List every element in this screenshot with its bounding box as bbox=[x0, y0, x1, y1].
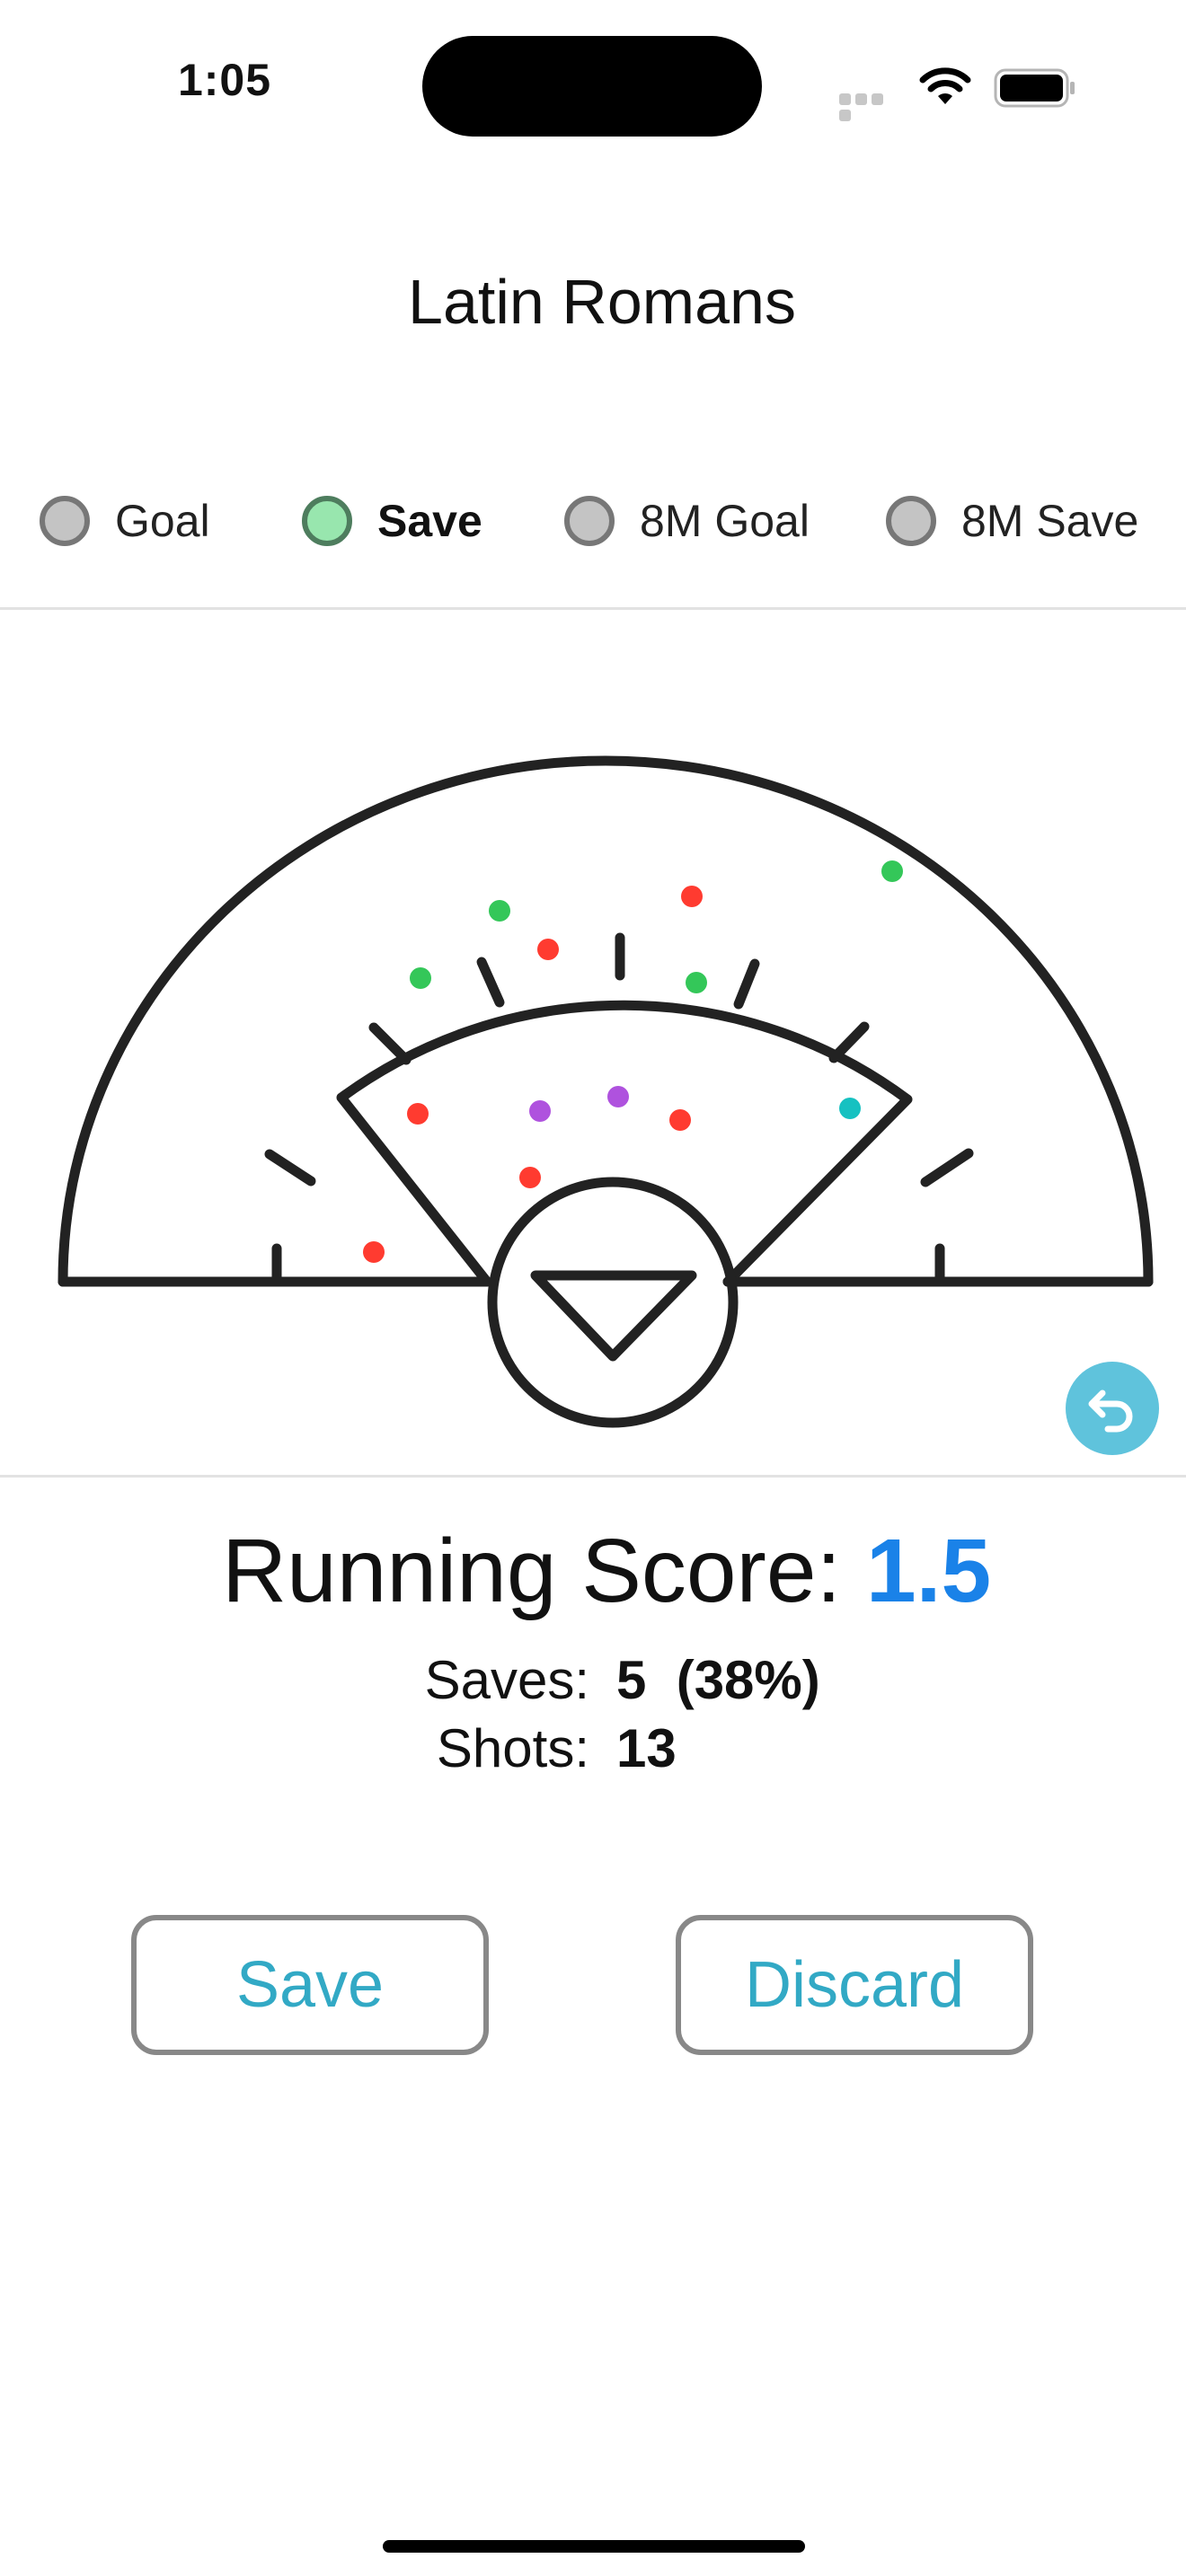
running-score-label: Running Score: bbox=[221, 1521, 842, 1621]
shot-field-diagram[interactable] bbox=[0, 611, 1186, 1473]
shot-marker-goal bbox=[669, 1109, 691, 1131]
shot-markers bbox=[363, 860, 903, 1263]
shot-marker-goal bbox=[407, 1103, 429, 1125]
saves-value: 5 (38%) bbox=[616, 1650, 820, 1710]
save-button[interactable]: Save bbox=[131, 1915, 489, 2055]
radio-circle-icon bbox=[40, 496, 90, 546]
radio-8m-goal[interactable]: 8M Goal bbox=[564, 485, 810, 557]
divider bbox=[0, 1475, 1186, 1478]
fan-hash bbox=[264, 1149, 316, 1187]
radio-label: Goal bbox=[115, 496, 210, 546]
radio-circle-icon bbox=[886, 496, 936, 546]
discard-button[interactable]: Discard bbox=[676, 1915, 1033, 2055]
shot-marker-goal bbox=[519, 1167, 541, 1188]
shot-marker-goal bbox=[363, 1241, 385, 1263]
shot-marker-goal bbox=[681, 886, 703, 907]
shot-marker-save bbox=[881, 860, 903, 882]
divider bbox=[0, 607, 1186, 610]
battery-icon bbox=[994, 68, 1075, 108]
shot-marker-save bbox=[686, 972, 707, 993]
radio-8m-save[interactable]: 8M Save bbox=[886, 485, 1138, 557]
wifi-icon bbox=[919, 67, 971, 104]
shot-type-selector: Goal Save 8M Goal 8M Save bbox=[0, 485, 1186, 557]
radio-label: 8M Save bbox=[961, 496, 1139, 546]
radio-label: Save bbox=[377, 496, 482, 546]
shot-marker-8m-save bbox=[839, 1098, 861, 1119]
shot-marker-save bbox=[410, 967, 431, 989]
shot-marker-8m-goal bbox=[607, 1086, 629, 1107]
status-time: 1:05 bbox=[177, 55, 272, 105]
shots-value: 13 bbox=[616, 1718, 677, 1778]
running-score: Running Score: 1.5 bbox=[0, 1520, 1186, 1623]
radio-circle-icon bbox=[564, 496, 615, 546]
fan-hash bbox=[920, 1148, 974, 1187]
goal-triangle bbox=[530, 1270, 697, 1362]
radio-goal[interactable]: Goal bbox=[40, 485, 210, 557]
undo-arrow-icon bbox=[1088, 1389, 1133, 1433]
shots-label: Shots: bbox=[436, 1718, 589, 1778]
radio-save[interactable]: Save bbox=[302, 485, 482, 557]
arc-hash bbox=[368, 1022, 412, 1065]
inner-arc bbox=[336, 1000, 913, 1287]
radio-circle-selected-icon bbox=[302, 496, 352, 546]
team-title: Latin Romans bbox=[408, 267, 796, 337]
arc-hash bbox=[828, 1021, 870, 1063]
radio-label: 8M Goal bbox=[640, 496, 810, 546]
running-score-value: 1.5 bbox=[866, 1521, 992, 1621]
cellular-signal-icon bbox=[839, 93, 902, 121]
fan-arc bbox=[58, 755, 1154, 1287]
home-indicator bbox=[383, 2540, 805, 2553]
arc-hash bbox=[733, 958, 760, 1010]
shot-marker-8m-goal bbox=[529, 1100, 551, 1122]
arc-hash bbox=[476, 957, 505, 1008]
shot-marker-goal bbox=[537, 939, 559, 960]
saves-label: Saves: bbox=[424, 1650, 589, 1710]
undo-button[interactable] bbox=[1066, 1362, 1159, 1455]
crease-circle bbox=[487, 1177, 739, 1428]
shot-marker-save bbox=[489, 900, 510, 922]
dynamic-island bbox=[422, 36, 762, 137]
